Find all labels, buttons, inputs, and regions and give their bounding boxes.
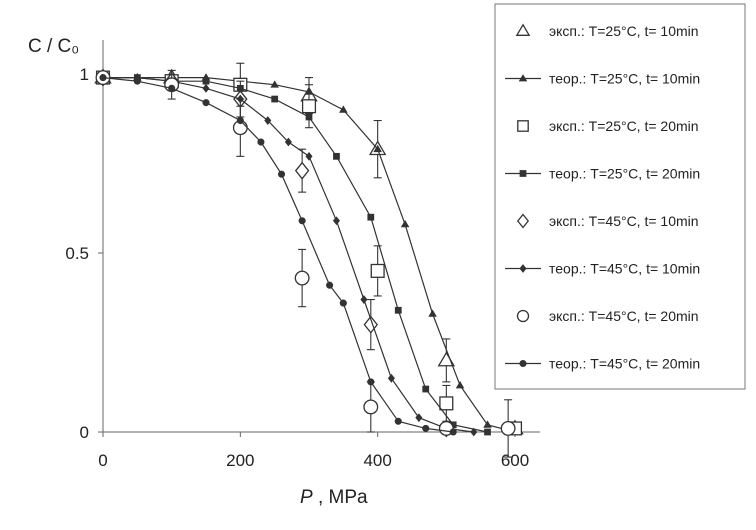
data-point xyxy=(422,385,430,393)
series-5-experimental xyxy=(95,68,454,438)
data-point xyxy=(455,381,465,389)
legend-marker xyxy=(516,213,530,229)
series-curve xyxy=(102,77,454,433)
legend-label: теор.: T=45°C, t= 10min xyxy=(549,261,700,277)
series-curve xyxy=(103,77,474,433)
data-point xyxy=(339,105,348,113)
x-tick-label: 0 xyxy=(98,451,107,470)
legend-label: теор.: T=25°C, t= 10min xyxy=(549,71,700,87)
data-point xyxy=(363,399,379,415)
data-point xyxy=(326,281,334,289)
legend-marker xyxy=(516,309,530,323)
x-axis-title-symbol: P xyxy=(300,487,313,508)
data-point xyxy=(373,144,382,153)
legend-marker xyxy=(519,359,527,368)
legend-label: теор.: T=45°C, t= 20min xyxy=(549,356,700,372)
data-point xyxy=(500,420,516,436)
legend-entry-6: теор.: T=45°C, t= 10min xyxy=(505,261,700,277)
legend: эксп.: T=25°C, t= 10min теор.: T=25°C, t=… xyxy=(494,3,746,390)
x-tick-label: 400 xyxy=(363,451,391,470)
y-tick-label: 0 xyxy=(80,423,89,442)
series-8-theoretical xyxy=(99,74,457,436)
x-axis-title: P , MPa xyxy=(300,487,368,508)
legend-marker xyxy=(518,74,528,82)
data-point xyxy=(367,378,375,386)
legend-entry-8: теор.: T=45°C, t= 20min xyxy=(505,356,700,372)
legend-entry-2: теор.: T=25°C, t= 10min xyxy=(505,71,700,87)
x-tick-label: 600 xyxy=(501,451,529,470)
series-curve xyxy=(103,77,488,433)
data-point xyxy=(202,77,210,85)
data-point xyxy=(367,213,375,221)
axes xyxy=(98,40,540,437)
x-tick-label: 200 xyxy=(226,451,254,470)
data-point xyxy=(294,161,310,180)
data-point xyxy=(483,420,492,428)
series-curve xyxy=(103,77,516,433)
legend-label: эксп.: T=45°C, t= 20min xyxy=(549,308,699,324)
legend-marker xyxy=(515,23,531,36)
data-point xyxy=(298,217,306,225)
legend-marker xyxy=(519,264,527,273)
data-point xyxy=(168,84,176,92)
legend-marker xyxy=(519,170,527,177)
data-point xyxy=(294,270,310,286)
data-point xyxy=(202,99,210,107)
legend-entry-3: эксп.: T=25°C, t= 20min xyxy=(517,118,699,134)
data-point xyxy=(284,137,292,147)
data-point xyxy=(264,116,272,125)
legend-entry-7: эксп.: T=45°C, t= 20min xyxy=(516,308,699,324)
data-point xyxy=(449,428,457,436)
legend-box xyxy=(494,3,746,390)
data-point xyxy=(400,219,410,228)
legend-label: эксп.: T=45°C, t= 10min xyxy=(549,213,699,229)
data-point xyxy=(270,80,279,88)
data-point xyxy=(470,427,478,437)
y-tick-label: 1 xyxy=(80,65,89,84)
data-point xyxy=(236,116,244,125)
legend-entry-1: эксп.: T=25°C, t= 10min xyxy=(515,23,699,39)
data-point xyxy=(271,95,279,103)
data-point xyxy=(277,170,286,178)
series-4-theoretical xyxy=(99,74,491,436)
data-point xyxy=(305,113,313,121)
data-point xyxy=(333,152,340,160)
data-point xyxy=(439,396,454,411)
legend-marker xyxy=(517,120,529,132)
x-axis-title-unit: , MPa xyxy=(313,487,368,508)
legend-label: теор.: T=25°C, t= 20min xyxy=(549,166,700,182)
data-point xyxy=(428,309,437,317)
data-point xyxy=(387,373,395,383)
series-6-theoretical xyxy=(99,73,478,437)
tick-labels: 0 200 400 600 0 0.5 1 xyxy=(65,65,529,470)
legend-label: эксп.: T=25°C, t= 10min xyxy=(549,23,699,39)
legend-entry-5: эксп.: T=45°C, t= 10min xyxy=(516,213,699,229)
y-tick-label: 0.5 xyxy=(65,244,89,263)
data-point xyxy=(360,295,368,304)
data-point xyxy=(484,428,491,436)
data-point xyxy=(305,151,313,161)
data-point xyxy=(301,99,317,114)
data-point xyxy=(202,83,210,93)
y-axis-title: C / C₀ xyxy=(28,36,79,57)
data-point xyxy=(133,77,141,85)
series-layer xyxy=(94,62,524,458)
legend-label: эксп.: T=25°C, t= 20min xyxy=(549,118,699,134)
data-point xyxy=(422,424,430,432)
data-point xyxy=(394,417,402,425)
data-point xyxy=(99,74,107,82)
data-point xyxy=(332,216,340,226)
legend-entry-4: теор.: T=25°C, t= 20min xyxy=(505,166,700,182)
data-point xyxy=(394,306,402,314)
data-point xyxy=(370,263,385,278)
data-point xyxy=(257,138,265,146)
series-7-experimental xyxy=(95,69,516,458)
data-point xyxy=(339,299,347,307)
data-point xyxy=(415,413,423,423)
